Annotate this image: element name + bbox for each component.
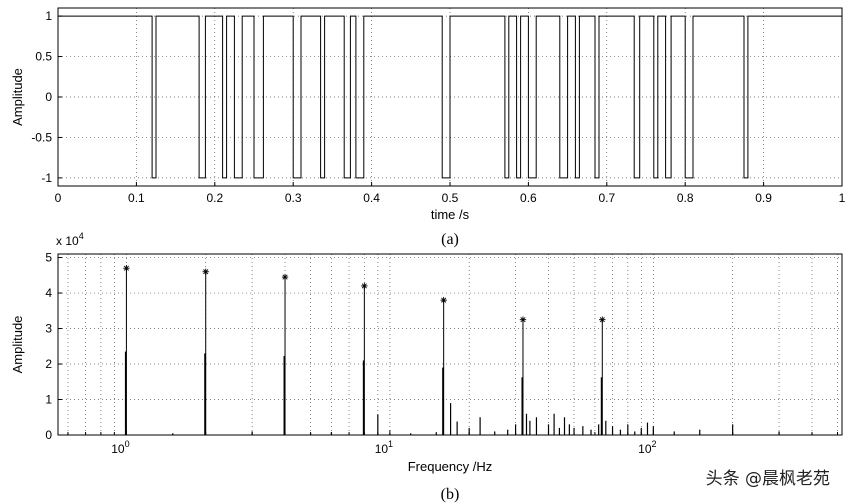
frequency-ticks: 100 101 102 5 4 3 2 1 0 (45, 251, 839, 456)
time-x-tick-label: 0.2 (206, 191, 223, 205)
frequency-y-tick-label: 1 (45, 393, 52, 407)
time-x-tick-label: 0.3 (285, 191, 302, 205)
time-y-tick-label: -0.5 (31, 130, 52, 144)
time-y-tick-label: 1 (45, 9, 52, 23)
peak-marker (361, 282, 368, 290)
peak-marker (281, 273, 289, 281)
frequency-domain-panel: 100 101 102 5 4 3 2 1 0 x 104 Frequency /Hz Ampl… (10, 231, 843, 503)
time-x-tick-label: 0.6 (520, 191, 537, 205)
frequency-y-axis-label: Amplitude (10, 316, 25, 374)
y-multiplier: x 104 (56, 231, 84, 248)
harmonic-peaks (123, 264, 606, 435)
time-y-axis-label: Amplitude (10, 68, 25, 126)
minor-components (67, 403, 813, 435)
frequency-y-tick-label: 5 (45, 251, 52, 265)
peak-marker (440, 296, 447, 304)
time-x-tick-label: 0.4 (363, 191, 380, 205)
panel-b-caption: (b) (441, 486, 460, 503)
frequency-y-tick-label: 4 (45, 286, 52, 300)
time-x-tick-label: 0 (55, 191, 62, 205)
time-x-tick-label: 0.5 (442, 191, 459, 205)
frequency-x-tick-label: 101 (375, 439, 393, 456)
time-ticks: 0 0.1 0.2 0.3 0.4 0.5 0.6 0.7 0.8 0.9 1 1 0.5 0 -0.5 -1 (31, 9, 845, 205)
frequency-x-tick-label: 100 (111, 439, 129, 456)
time-domain-panel: 0 0.1 0.2 0.3 0.4 0.5 0.6 0.7 0.8 0.9 1 1 0.5 0 -0.5 -1… (10, 7, 846, 248)
time-x-tick-label: 0.7 (598, 191, 615, 205)
peak-marker (519, 316, 527, 323)
time-plot-frame (57, 7, 843, 187)
square-wave-signal (57, 15, 843, 179)
peak-marker (123, 264, 130, 272)
time-x-tick-label: 0.9 (755, 191, 772, 205)
time-y-tick-label: 0 (45, 90, 52, 104)
frequency-y-tick-label: 0 (45, 428, 52, 442)
time-x-axis-label: time /s (431, 207, 470, 222)
time-x-tick-label: 1 (839, 191, 846, 205)
frequency-x-tick-label: 102 (638, 439, 656, 456)
frequency-grid (58, 254, 842, 435)
frequency-y-tick-label: 3 (45, 322, 52, 336)
panel-a-caption: (a) (441, 231, 459, 248)
frequency-y-tick-label: 2 (45, 357, 52, 371)
time-y-tick-label: -1 (41, 171, 52, 185)
peak-marker (202, 268, 209, 275)
frequency-plot-frame (57, 253, 843, 436)
time-x-tick-label: 0.8 (677, 191, 694, 205)
watermark: 头条 @晨枫老苑 (706, 469, 830, 489)
peak-marker (599, 316, 606, 323)
frequency-x-axis-label: Frequency /Hz (408, 459, 493, 474)
time-x-tick-label: 0.1 (128, 191, 145, 205)
time-y-tick-label: 0.5 (35, 50, 52, 64)
